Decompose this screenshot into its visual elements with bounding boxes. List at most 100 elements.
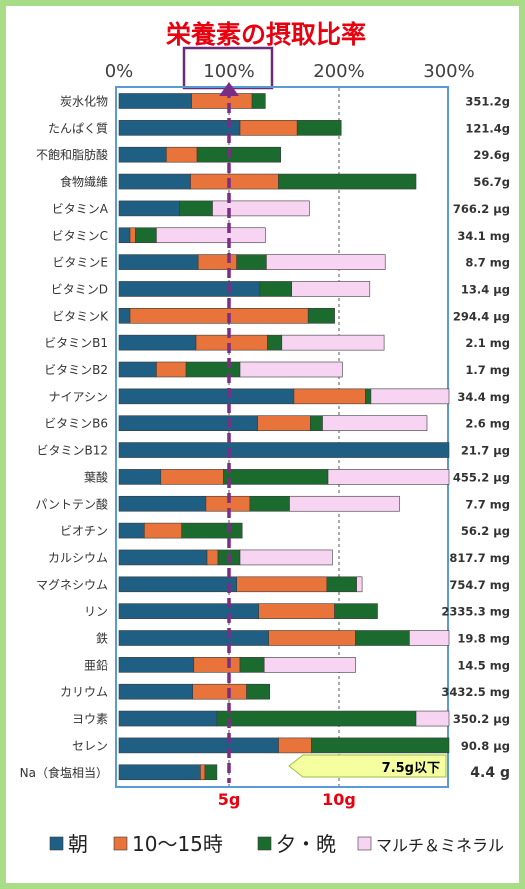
bar-segment <box>236 254 267 270</box>
row-label: ビタミンE <box>52 256 108 270</box>
bar-segment <box>118 603 259 619</box>
amount-label: 7.7 mg <box>465 497 510 511</box>
bar-segment <box>160 469 224 485</box>
bar-segment <box>258 603 335 619</box>
amount-label: 29.6g <box>473 148 510 162</box>
bar-segment <box>257 415 311 432</box>
reference-arrow-head <box>219 82 239 96</box>
bar-segment <box>355 630 410 646</box>
amount-label: 817.7 mg <box>449 551 510 565</box>
legend-label: マルチ＆ミネラル <box>376 836 504 855</box>
bar-segment <box>239 361 343 378</box>
amount-label: 4.4 g <box>470 765 510 781</box>
bar-segment <box>156 361 187 378</box>
bar-segment <box>278 173 417 190</box>
row-label: ナイアシン <box>48 390 108 404</box>
bar-segment <box>278 737 312 754</box>
bar-segment <box>268 630 356 646</box>
x-tick-label: 100% <box>203 61 254 82</box>
bar-segment <box>118 495 207 512</box>
row-label: 葉酸 <box>84 469 108 484</box>
bar-segment <box>196 146 282 163</box>
bar-segment <box>356 576 363 593</box>
bar-segment <box>197 254 237 270</box>
row-label: ビタミンK <box>52 309 109 323</box>
row-label: ビタミンD <box>51 282 108 296</box>
bar-segment <box>179 200 213 217</box>
row-label: ビタミンB6 <box>44 417 108 431</box>
bar-segment <box>118 710 218 727</box>
bar-segment <box>370 388 450 405</box>
bar-segment <box>266 254 386 270</box>
row-label: ビタミンB12 <box>36 444 108 458</box>
row-label: Na（食塩相当） <box>20 765 108 780</box>
amount-label: 19.8 mg <box>457 632 510 646</box>
amount-label: 2335.3 mg <box>441 605 510 619</box>
bar-segment <box>193 657 241 673</box>
bar-segment <box>195 334 268 351</box>
bar-segment <box>206 549 219 566</box>
bar-segment <box>118 146 167 163</box>
bar-segment <box>118 334 197 351</box>
bar-segment <box>259 281 292 297</box>
bar-segment <box>118 120 241 136</box>
bars-layer <box>118 93 450 781</box>
bar-segment <box>267 334 283 351</box>
bar-segment <box>118 737 279 754</box>
bar-segment <box>118 388 295 405</box>
bar-segment <box>118 576 237 593</box>
bar-segment <box>263 657 356 673</box>
bar-segment <box>118 442 450 458</box>
amount-label: 351.2g <box>465 95 510 109</box>
amount-label: 14.5 mg <box>457 658 510 672</box>
bar-segment <box>118 281 261 297</box>
row-label: ビタミンB1 <box>44 336 108 350</box>
legend-label: 10〜15時 <box>132 832 223 856</box>
gridlines <box>228 88 340 786</box>
bar-segment <box>118 469 162 485</box>
bar-segment <box>251 93 266 109</box>
row-label: たんぱく質 <box>48 120 108 135</box>
row-label: 炭水化物 <box>60 95 108 109</box>
bar-segment <box>291 281 371 297</box>
bar-segment <box>118 254 199 270</box>
bar-segment <box>334 603 378 619</box>
row-label: ビタミンC <box>52 229 108 243</box>
bar-segment <box>223 469 329 485</box>
plot-border <box>115 86 449 788</box>
bar-segment <box>156 227 266 244</box>
bar-segment <box>118 522 145 539</box>
bar-segment <box>200 764 206 781</box>
legend-label: 朝 <box>68 832 88 856</box>
bar-segment <box>307 307 335 324</box>
amount-label: 766.2 µg <box>453 202 510 216</box>
bar-segment <box>185 361 241 378</box>
bar-segment <box>212 200 310 217</box>
amount-label: 294.4 µg <box>453 309 510 323</box>
amount-label: 56.2 µg <box>461 524 510 538</box>
bar-segment <box>118 93 192 109</box>
amount-label: 121.4g <box>465 121 510 135</box>
bar-segment <box>239 120 298 136</box>
bar-segment <box>118 630 269 646</box>
bar-segment <box>118 657 195 673</box>
bar-segment <box>192 683 247 700</box>
sodium-limit-shape <box>288 754 447 778</box>
bar-segment <box>118 415 258 432</box>
chart-title: 栄養素の摂取比率 <box>165 20 366 49</box>
sodium-tick-label: 5g <box>218 790 241 809</box>
legend-swatch <box>257 836 272 851</box>
legend-label: 夕・晩 <box>276 832 336 856</box>
legend-swatch <box>113 836 128 851</box>
bar-segment <box>166 146 198 163</box>
amount-label: 34.4 mg <box>457 390 510 404</box>
bar-segment <box>118 683 193 700</box>
bar-segment <box>236 576 328 593</box>
bar-segment <box>118 549 208 566</box>
bar-segment <box>239 549 333 566</box>
amount-label: 56.7g <box>473 175 510 189</box>
amount-label: 455.2 µg <box>453 470 510 484</box>
row-label: パントテン酸 <box>35 496 108 511</box>
amount-label: 2.6 mg <box>465 417 510 431</box>
